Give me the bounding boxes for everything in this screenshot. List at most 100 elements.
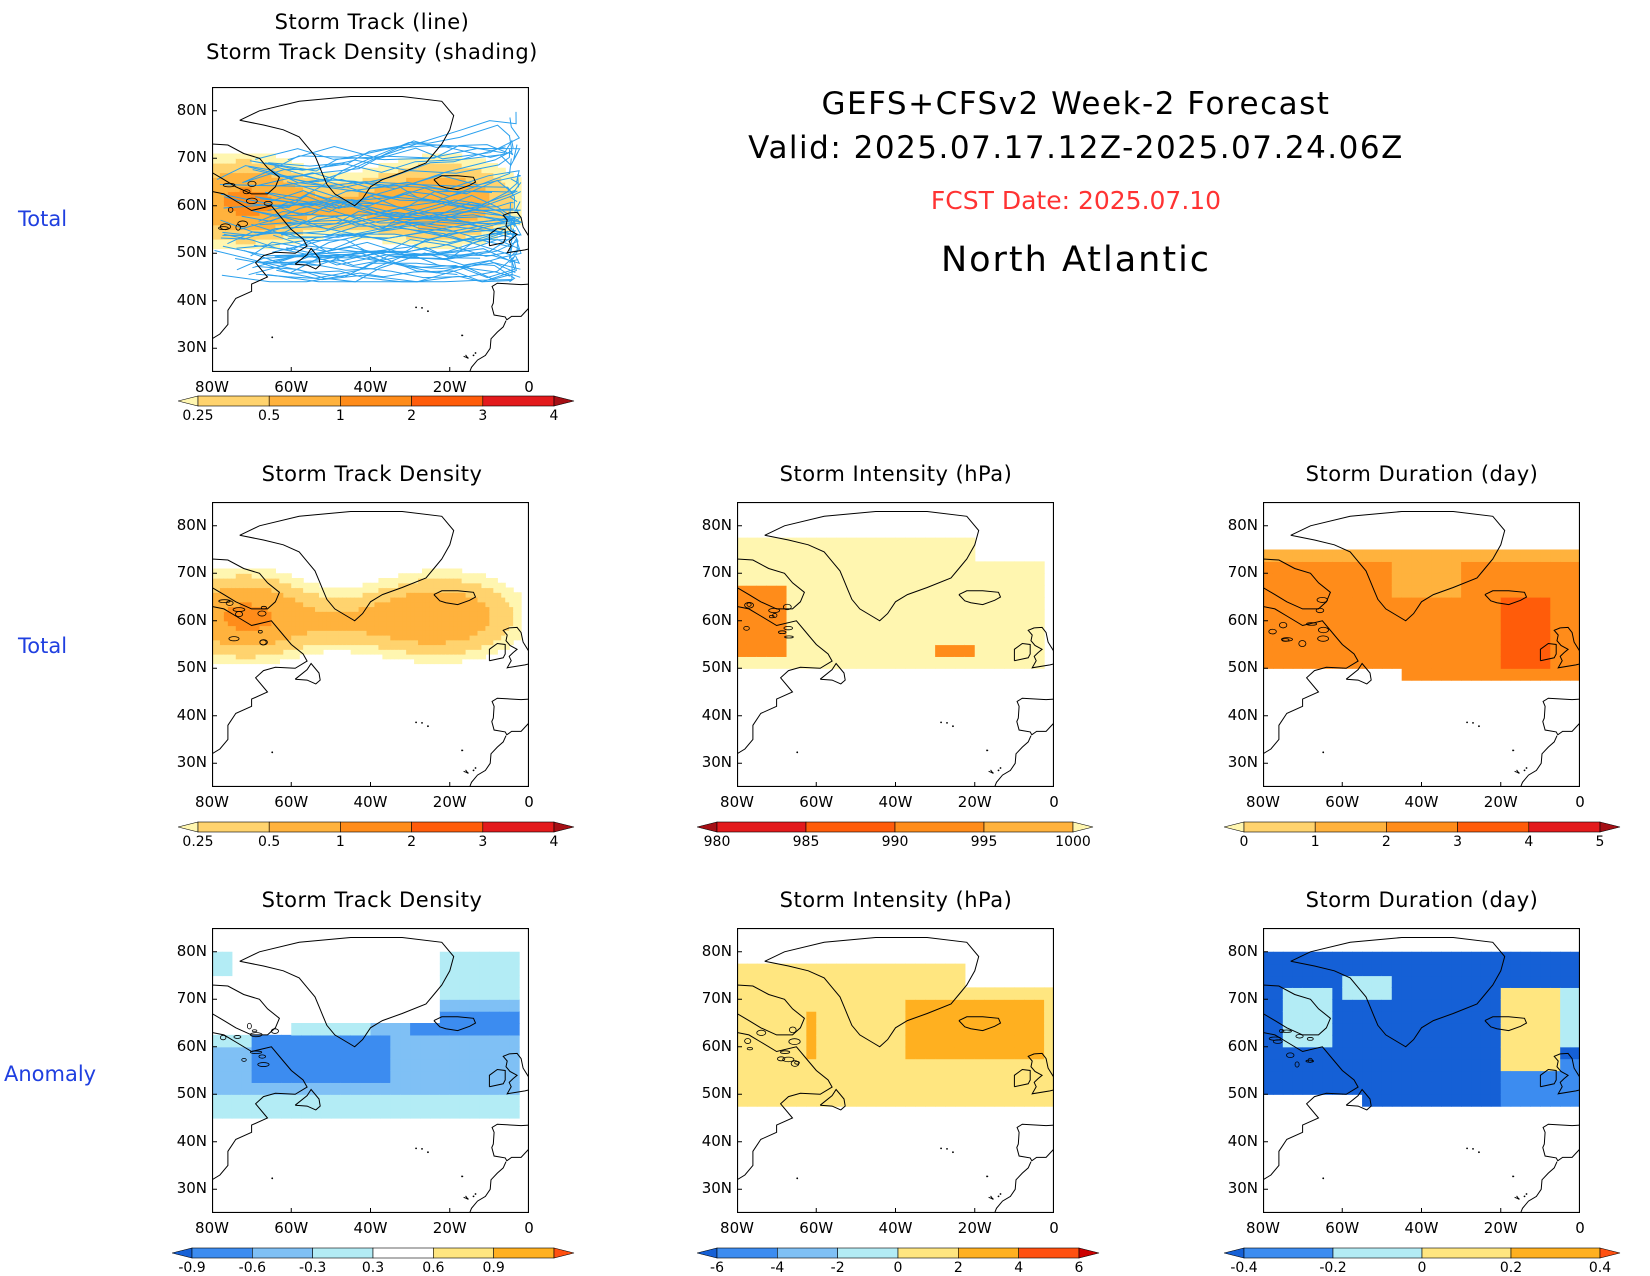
- field-cell: [1500, 1070, 1512, 1083]
- field-cell: [489, 1023, 500, 1036]
- field-cell: [380, 1023, 391, 1036]
- field-cell: [1560, 644, 1571, 657]
- field-cell: [271, 196, 276, 202]
- field-cell: [422, 592, 427, 598]
- field-cell: [307, 191, 312, 197]
- field-cell: [461, 592, 467, 598]
- field-cell: [398, 654, 403, 660]
- field-cell: [925, 549, 936, 562]
- field-cell: [406, 654, 411, 660]
- field-cell: [935, 620, 946, 634]
- field-cell: [303, 639, 308, 646]
- field-cell: [453, 172, 459, 178]
- field-cell: [291, 592, 296, 598]
- field-cell: [374, 186, 380, 193]
- field-cell: [243, 158, 249, 164]
- field-cell: [441, 182, 447, 188]
- field-cell: [845, 549, 857, 562]
- field-cell: [1480, 951, 1492, 965]
- storm-track-line: [214, 250, 511, 278]
- field-cell: [291, 611, 296, 617]
- field-cell: [354, 196, 360, 202]
- field-cell: [796, 656, 807, 669]
- field-cell: [433, 654, 439, 660]
- field-cell: [326, 620, 332, 627]
- field-cell: [1024, 561, 1035, 574]
- field-cell: [1540, 1046, 1551, 1060]
- field-cell: [433, 635, 439, 641]
- field-cell: [402, 630, 407, 636]
- field-cell: [212, 234, 217, 240]
- field-cell: [1302, 1023, 1314, 1036]
- field-cell: [816, 597, 827, 610]
- field-cell: [422, 630, 427, 636]
- field-cell: [1550, 668, 1561, 681]
- field-cell: [1490, 1034, 1502, 1048]
- field-cell: [263, 658, 269, 665]
- field-cell: [469, 987, 481, 1000]
- field-cell: [243, 644, 249, 650]
- lake-outline: [222, 182, 236, 188]
- field-cell: [465, 167, 471, 174]
- field-cell: [1471, 656, 1482, 669]
- field-cell: [263, 587, 269, 593]
- field-cell: [497, 186, 502, 193]
- lake-outline: [1268, 628, 1277, 635]
- field-cell: [481, 229, 487, 235]
- field-cell: [766, 549, 778, 562]
- field-cell: [855, 632, 867, 646]
- field-cell: [271, 601, 276, 608]
- field-cell: [501, 630, 506, 636]
- field-cell: [418, 158, 423, 164]
- field-cell: [346, 625, 352, 631]
- field-cell: [489, 182, 494, 188]
- field-cell: [247, 644, 253, 650]
- field-cell: [374, 224, 380, 231]
- field-cell: [441, 592, 447, 598]
- storm-track-line: [222, 200, 514, 236]
- field-cell: [905, 549, 916, 562]
- field-cell: [414, 606, 419, 612]
- field-cell: [1282, 975, 1294, 988]
- field-cell: [1570, 1070, 1580, 1083]
- field-cell: [429, 592, 435, 598]
- field-cell: [437, 182, 443, 188]
- field-cell: [227, 229, 233, 235]
- field-cell: [243, 606, 249, 612]
- field-cell: [756, 585, 768, 598]
- field-cell: [509, 620, 514, 627]
- field-cell: [418, 243, 423, 250]
- field-cell: [429, 597, 435, 603]
- field-cell: [1024, 573, 1035, 586]
- field-cell: [283, 654, 288, 660]
- field-cell: [1371, 561, 1383, 574]
- field-cell: [469, 177, 475, 183]
- field-cell: [410, 1094, 421, 1107]
- field-cell: [513, 196, 518, 202]
- field-cell: [1371, 632, 1383, 646]
- field-cell: [235, 186, 241, 193]
- field-cell: [263, 573, 269, 579]
- field-cell: [231, 644, 237, 650]
- field-cell: [925, 1034, 936, 1048]
- field-cell: [223, 201, 229, 207]
- lat-label: 60N: [176, 610, 207, 629]
- field-cell: [283, 172, 288, 178]
- field-cell: [247, 658, 253, 665]
- field-cell: [1540, 999, 1551, 1012]
- colorbar: [1224, 821, 1621, 833]
- field-cell: [855, 1034, 867, 1048]
- field-cell: [469, 573, 475, 579]
- field-cell: [796, 1023, 807, 1036]
- field-cell: [318, 635, 324, 641]
- field-cell: [445, 658, 451, 665]
- field-cell: [243, 229, 249, 235]
- field-cell: [1391, 561, 1403, 574]
- field-cell: [1272, 549, 1284, 562]
- field-cell: [287, 172, 292, 178]
- field-cell: [1471, 975, 1482, 988]
- field-cell: [1014, 644, 1025, 657]
- field-cell: [485, 210, 490, 216]
- field-cell: [418, 234, 423, 240]
- field-cell: [786, 987, 798, 1000]
